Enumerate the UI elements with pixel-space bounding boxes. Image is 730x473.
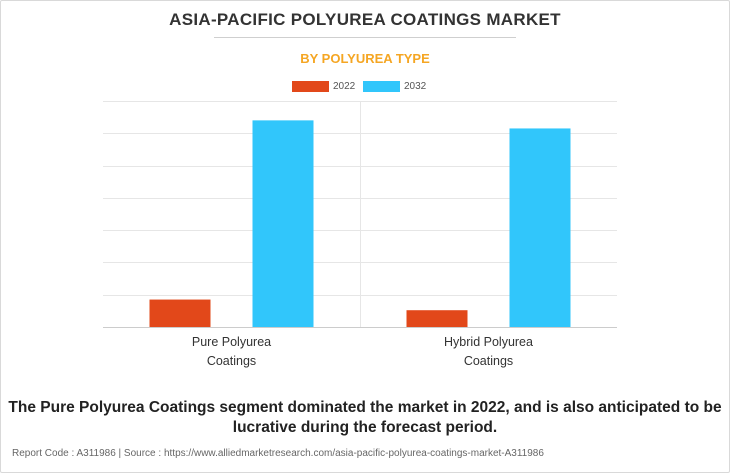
bar-2032-pure-polyurea	[252, 120, 314, 327]
chart-title: ASIA-PACIFIC POLYUREA COATINGS MARKET	[169, 10, 561, 29]
bar-2022-hybrid-polyurea	[406, 310, 468, 327]
legend-item-2022[interactable]: 2022	[292, 79, 355, 93]
legend-label-2022: 2022	[333, 80, 356, 92]
legend-swatch-2032	[363, 80, 400, 92]
chart-summary-note: The Pure Polyurea Coatings segment domin…	[8, 399, 722, 436]
legend-item-2032[interactable]: 2032	[363, 79, 426, 93]
bar-2032-hybrid-polyurea	[509, 128, 571, 327]
x-tick-label: Hybrid Polyurea	[444, 335, 533, 349]
x-tick-label: Coatings	[207, 354, 256, 368]
report-source-footer: Report Code : A311986 | Source : https:/…	[12, 448, 544, 459]
x-tick-label: Coatings	[464, 354, 513, 368]
legend-label-2032: 2032	[404, 80, 427, 92]
bar-2022-pure-polyurea	[149, 299, 211, 327]
title-divider	[214, 37, 516, 38]
legend-swatch-2022	[292, 80, 329, 92]
x-tick-label: Pure Polyurea	[192, 335, 271, 349]
chart-subtitle: BY POLYUREA TYPE	[300, 51, 430, 66]
